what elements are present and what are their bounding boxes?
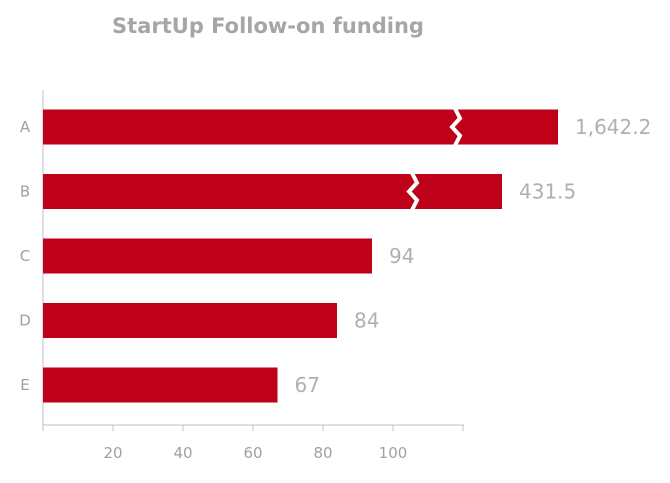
category-label: D [19,312,31,330]
data-label: 431.5 [519,180,576,204]
bar-d [43,303,337,338]
data-label: 84 [354,309,379,333]
category-label: E [20,376,29,394]
category-label: B [20,183,30,201]
bar-a [43,109,558,145]
chart-title: StartUp Follow-on funding [112,14,424,38]
axis-break-mark [449,107,463,147]
bar-b [43,174,502,209]
data-label: 67 [295,373,320,397]
x-tick-label: 80 [313,444,332,462]
data-label: 1,642.2 [575,115,651,139]
x-tick-label: 40 [173,444,192,462]
axis-break-mark [406,172,420,211]
bar-c [43,238,372,274]
x-tick-label: 100 [379,444,408,462]
x-tick-label: 60 [243,444,262,462]
bar-e [43,367,278,403]
category-label: A [20,118,31,136]
category-label: C [20,247,30,265]
x-tick-label: 20 [103,444,122,462]
data-label: 94 [389,244,414,268]
